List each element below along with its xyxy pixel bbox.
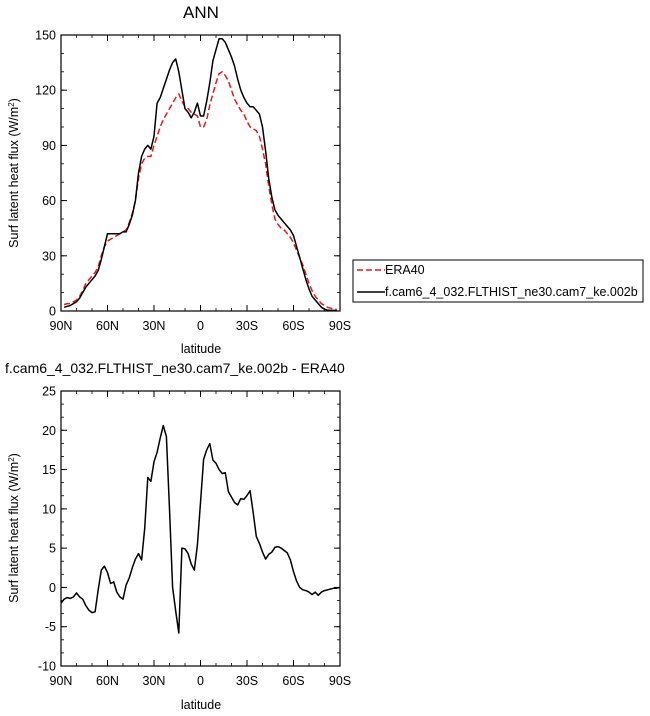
y-tick-label: 20 (42, 424, 56, 438)
top-x-tick-labels: 90N 60N 30N 0 30S 60S 90S (50, 319, 352, 333)
x-tick-label: 30S (236, 319, 258, 333)
top-chart-title: ANN (183, 3, 219, 22)
y-tick-label: 15 (42, 463, 56, 477)
y-tick-label: 5 (49, 542, 56, 556)
y-tick-label: -10 (38, 660, 56, 674)
bottom-plot-frame (60, 390, 341, 667)
y-tick-label: 30 (42, 249, 56, 263)
y-tick-label: 60 (42, 194, 56, 208)
bottom-x-tick-labels: 90N 60N 30N 0 30S 60S 90S (50, 674, 352, 688)
top-panel: ANN 0 30 60 90 120 150 90N 60N 30N 0 30S 60S 90S la… (7, 3, 644, 356)
y-tick-label: 0 (49, 305, 56, 319)
x-tick-label: 60S (282, 319, 304, 333)
x-tick-label: 90N (50, 674, 73, 688)
x-tick-label: 0 (197, 319, 204, 333)
bottom-y-axis-label: Surf latent heat flux (W/m2) (7, 453, 22, 603)
x-tick-label: 0 (197, 674, 204, 688)
legend-label-era40: ERA40 (385, 263, 425, 277)
x-tick-label: 90N (50, 319, 73, 333)
top-series (63, 37, 337, 312)
top-plot-frame (60, 34, 341, 312)
y-tick-label: 150 (35, 29, 56, 43)
x-tick-label: 60S (282, 674, 304, 688)
x-tick-label: 30N (143, 319, 166, 333)
x-tick-label: 90S (329, 319, 351, 333)
x-tick-label: 30S (236, 674, 258, 688)
series-line-1 (60, 424, 341, 634)
bottom-ticks (60, 390, 341, 667)
top-y-axis-label: Surf latent heat flux (W/m2) (7, 98, 22, 248)
series-line-2 (63, 37, 337, 312)
bottom-chart-title: f.cam6_4_032.FLTHIST_ne30.cam7_ke.002b -… (5, 360, 345, 376)
x-tick-label: 30N (143, 674, 166, 688)
bottom-x-axis-label: latitude (181, 698, 221, 712)
series-line-1 (63, 71, 337, 311)
top-x-axis-label: latitude (181, 342, 221, 356)
y-tick-label: 120 (35, 84, 56, 98)
x-tick-label: 60N (96, 319, 119, 333)
legend-label-model: f.cam6_4_032.FLTHIST_ne30.cam7_ke.002b (385, 285, 638, 299)
y-tick-label: 90 (42, 139, 56, 153)
legend-box (352, 259, 644, 303)
bottom-panel: f.cam6_4_032.FLTHIST_ne30.cam7_ke.002b -… (5, 360, 351, 712)
bottom-series (60, 424, 341, 634)
x-tick-label: 90S (329, 674, 351, 688)
y-tick-label: 0 (49, 581, 56, 595)
y-tick-label: 10 (42, 502, 56, 516)
x-tick-label: 60N (96, 674, 119, 688)
y-tick-label: -5 (45, 620, 56, 634)
top-y-tick-labels: 0 30 60 90 120 150 (35, 29, 56, 319)
legend: ERA40 f.cam6_4_032.FLTHIST_ne30.cam7_ke.… (352, 259, 644, 303)
top-ticks (60, 34, 341, 312)
bottom-y-tick-labels: -10 -5 0 5 10 15 20 25 (38, 385, 56, 674)
y-tick-label: 25 (42, 385, 56, 399)
